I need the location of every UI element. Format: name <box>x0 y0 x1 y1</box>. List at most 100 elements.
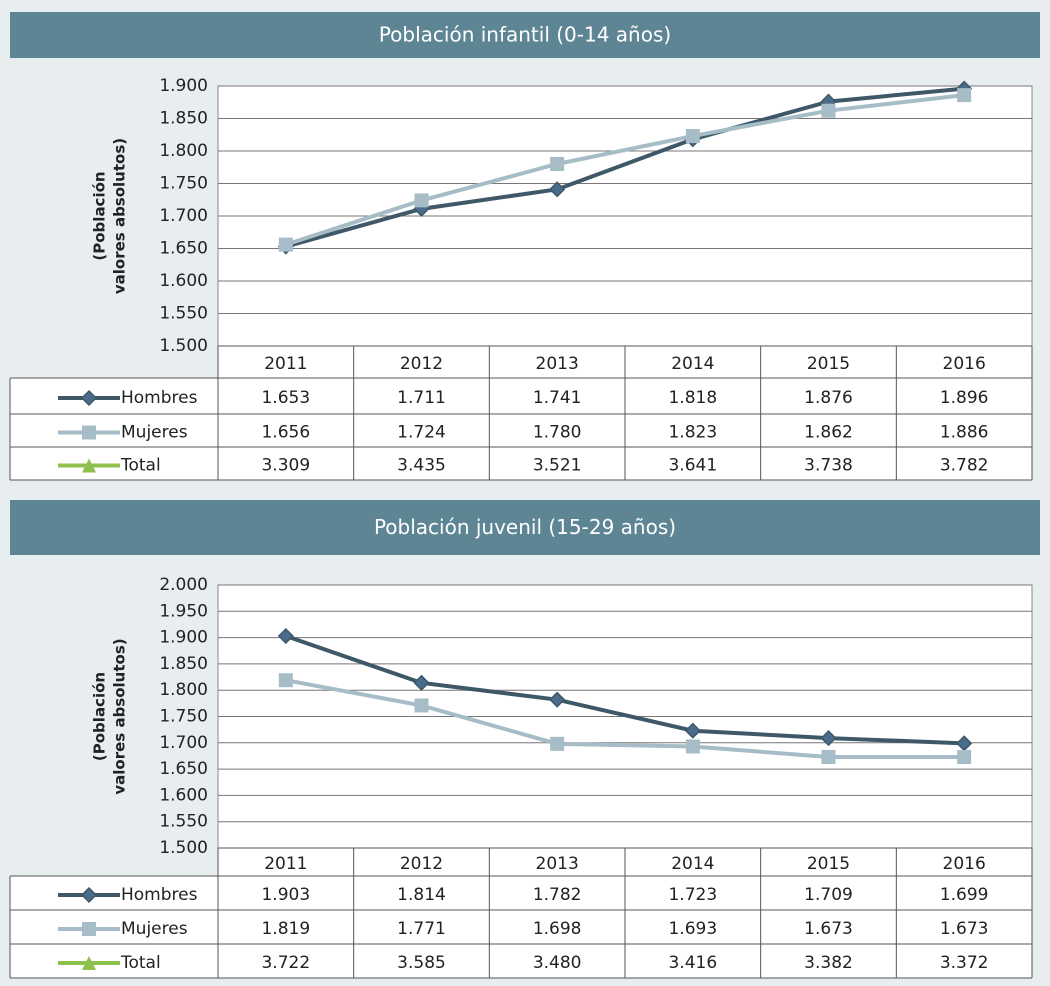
table-value: 1.818 <box>668 388 717 408</box>
x-tick-label: 2013 <box>536 354 579 374</box>
table-value: 1.819 <box>261 919 310 939</box>
legend-marker <box>82 956 96 970</box>
legend-marker <box>80 886 98 904</box>
table-bg <box>10 378 1032 480</box>
table-value: 3.521 <box>533 456 582 476</box>
y-tick-label: 1.550 <box>159 812 208 832</box>
table-value: 1.656 <box>261 423 310 443</box>
y-tick-label: 1.900 <box>159 76 208 96</box>
table-value: 1.814 <box>397 885 446 905</box>
marker <box>278 237 293 252</box>
x-tick-label: 2011 <box>264 354 307 374</box>
table-value: 1.673 <box>804 919 853 939</box>
marker <box>414 698 429 713</box>
y-tick-label: 1.500 <box>159 336 208 356</box>
y-tick-label: 1.500 <box>159 838 208 858</box>
plot-lines <box>277 80 973 255</box>
table-value: 1.896 <box>940 388 989 408</box>
y-tick-label: 1.850 <box>159 109 208 129</box>
legend-marker <box>82 458 96 473</box>
marker <box>821 750 836 765</box>
table-value: 3.722 <box>261 953 310 973</box>
legend-marker <box>82 922 96 936</box>
marker <box>549 691 566 708</box>
x-tick-label: 2016 <box>943 354 986 374</box>
table-value: 3.585 <box>397 953 446 973</box>
x-tick-label: 2013 <box>536 854 579 874</box>
table-bg <box>10 876 1032 978</box>
table-value: 1.741 <box>533 388 582 408</box>
marker <box>821 103 836 118</box>
marker <box>820 730 837 747</box>
y-tick-label: 1.800 <box>159 680 208 700</box>
series-line <box>285 86 965 249</box>
series-line <box>285 678 965 760</box>
y-tick-label: 1.700 <box>159 206 208 226</box>
table-value: 1.709 <box>804 885 853 905</box>
series-line <box>285 93 965 247</box>
y-tick-label: 1.800 <box>159 141 208 161</box>
y-axis-label: valores absolutos) <box>111 138 129 294</box>
y-tick-label: 1.650 <box>159 239 208 259</box>
table-value: 3.641 <box>668 456 717 476</box>
x-tick-label: 2011 <box>264 854 307 874</box>
marker <box>413 674 430 691</box>
plot-lines <box>277 627 973 765</box>
y-axis-label: valores absolutos) <box>111 638 129 794</box>
y-tick-label: 1.750 <box>159 707 208 727</box>
table-value: 1.693 <box>668 919 717 939</box>
y-tick-label: 2.000 <box>159 575 208 595</box>
y-tick-label: 1.950 <box>159 601 208 621</box>
table-value: 1.780 <box>533 423 582 443</box>
table-value: 1.903 <box>261 885 310 905</box>
marker <box>685 129 700 144</box>
x-tick-label: 2015 <box>807 354 850 374</box>
table-value: 3.382 <box>804 953 853 973</box>
table-value: 1.771 <box>397 919 446 939</box>
y-tick-label: 1.600 <box>159 271 208 291</box>
table-value: 1.782 <box>533 885 582 905</box>
marker <box>414 193 429 208</box>
y-tick-label: 1.750 <box>159 174 208 194</box>
marker <box>550 736 565 751</box>
marker <box>277 627 294 645</box>
table-value: 1.723 <box>668 885 717 905</box>
y-tick-label: 1.550 <box>159 304 208 324</box>
table-value: 1.862 <box>804 423 853 443</box>
table-value: 3.309 <box>261 456 310 476</box>
y-tick-label: 1.600 <box>159 785 208 805</box>
marker <box>549 181 566 198</box>
table-value: 3.738 <box>804 456 853 476</box>
table-value: 1.698 <box>533 919 582 939</box>
table-value: 1.886 <box>940 423 989 443</box>
x-tick-label: 2012 <box>400 854 443 874</box>
legend-marker <box>80 389 98 407</box>
y-axis-label: (Población <box>91 672 109 761</box>
chart-title: Población juvenil (15-29 años) <box>374 515 676 539</box>
table-value: 3.782 <box>940 456 989 476</box>
series-line <box>285 634 965 746</box>
y-tick-label: 1.650 <box>159 759 208 779</box>
legend-label: Total <box>120 953 161 973</box>
legend-label: Total <box>120 456 161 476</box>
table-value: 1.711 <box>397 388 446 408</box>
table-value: 1.653 <box>261 388 310 408</box>
y-axis-label: (Población <box>91 171 109 260</box>
header <box>10 500 1040 555</box>
marker <box>957 750 972 765</box>
marker <box>685 739 700 754</box>
marker <box>684 722 701 739</box>
legend-marker <box>82 425 96 440</box>
table-value: 3.416 <box>668 953 717 973</box>
table-value: 1.724 <box>397 423 446 443</box>
x-tick-label: 2015 <box>807 854 850 874</box>
legend-label: Mujeres <box>121 423 188 443</box>
legend-label: Hombres <box>121 885 198 905</box>
marker <box>957 88 972 103</box>
y-tick-label: 1.700 <box>159 733 208 753</box>
table-value: 3.480 <box>533 953 582 973</box>
header <box>10 12 1040 58</box>
x-tick-label: 2016 <box>943 854 986 874</box>
table-value: 1.673 <box>940 919 989 939</box>
